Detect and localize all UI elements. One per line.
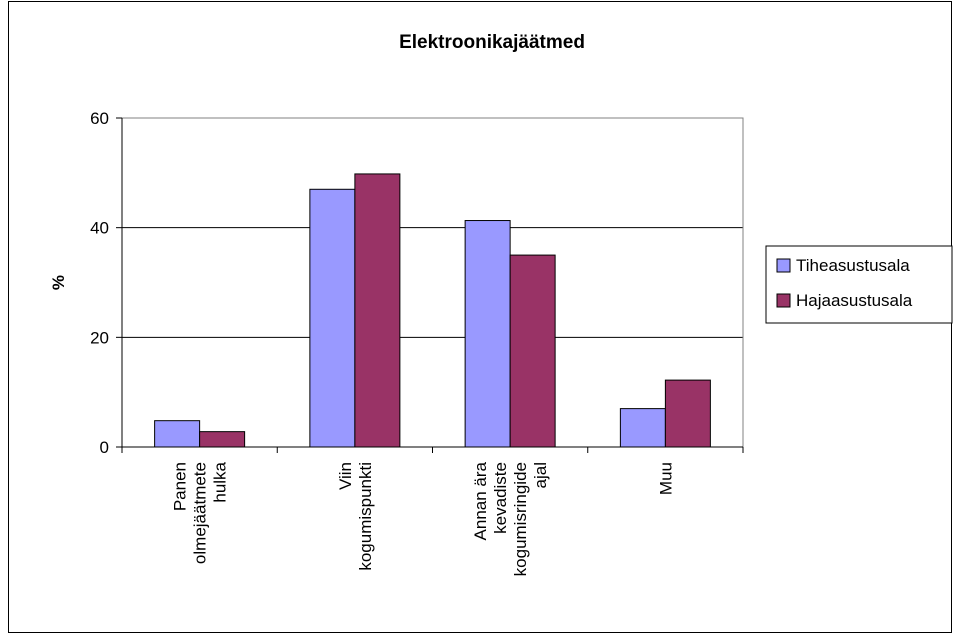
bar-hajaasustusala-0 [199,431,246,448]
x-tick-label-line: ajal [531,462,550,488]
x-tick-label-line: hulka [211,461,230,502]
x-tick-label-line: Muu [656,462,675,495]
x-tick-label: Panen olmejäätmete hulka [171,461,230,564]
y-tick-label: 20 [90,328,109,347]
x-tick-labels: Panen olmejäätmete hulka Viin kogumispunkti A… [171,461,676,576]
y-axis-label: % [49,275,68,290]
legend: Tiheasustusala Hajaasustusala [765,245,953,324]
y-tick-label: 40 [90,219,109,238]
legend-box [765,245,953,324]
y-tick-labels: 0 20 40 60 [90,109,109,457]
x-tick-label: Viin kogumispunkti [336,462,375,571]
bar-hajaasustusala-3 [664,379,711,448]
legend-label: Tiheasustusala [796,256,910,275]
bar-tiheasustusala-3 [619,408,666,448]
x-tick-label-line: Panen [171,462,190,511]
x-tick-label-line: kevadiste [491,462,510,534]
gridlines [122,227,743,338]
legend-swatch [776,293,791,308]
bar-tiheasustusala-1 [309,188,356,448]
legend-swatch [776,258,791,273]
bar-tiheasustusala-2 [464,220,511,448]
x-tick-label: Muu [656,462,675,495]
bar-hajaasustusala-2 [509,254,556,448]
x-tick-label: Annan ära kevadiste kogumisringide ajal [471,461,550,576]
x-tick-label-line: Annan ära [471,461,490,540]
chart-title: Elektroonikajäätmed [399,32,585,53]
x-tick-label-line: kogumisringide [511,462,530,576]
x-tick-label-line: olmejäätmete [191,462,210,564]
x-tick-label-line: Viin [336,462,355,490]
axes [116,117,744,453]
bar-tiheasustusala-0 [154,420,201,448]
y-tick-label: 60 [90,109,109,128]
bar-hajaasustusala-1 [354,173,401,448]
legend-label: Hajaasustusala [796,291,913,310]
bars [154,173,711,448]
plot-area [121,117,744,448]
x-tick-label-line: kogumispunkti [356,462,375,571]
y-tick-label: 0 [100,438,109,457]
